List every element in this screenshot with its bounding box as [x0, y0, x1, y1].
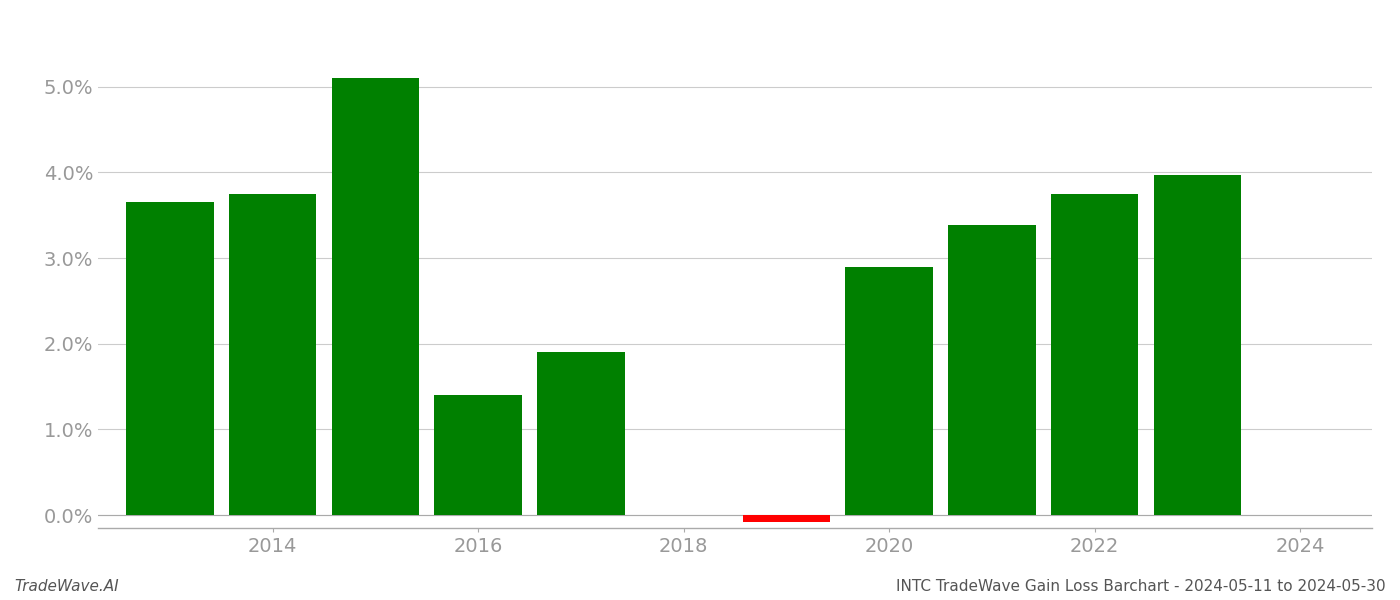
Bar — [126, 202, 214, 515]
Bar — [332, 78, 419, 515]
Bar — [538, 352, 624, 515]
Text: TradeWave.AI: TradeWave.AI — [14, 579, 119, 594]
Bar — [434, 395, 522, 515]
Bar — [743, 515, 830, 522]
Bar — [846, 266, 932, 515]
Bar — [1154, 175, 1240, 515]
Bar — [1051, 194, 1138, 515]
Text: INTC TradeWave Gain Loss Barchart - 2024-05-11 to 2024-05-30: INTC TradeWave Gain Loss Barchart - 2024… — [896, 579, 1386, 594]
Bar — [230, 194, 316, 515]
Bar — [948, 226, 1036, 515]
